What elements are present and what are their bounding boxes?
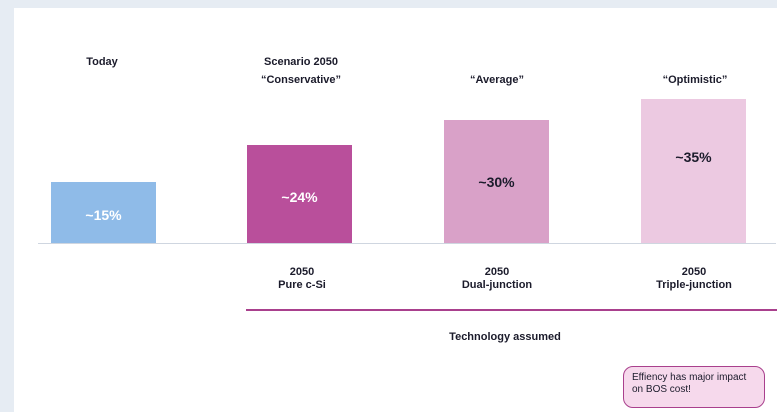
tech-label-dual-junction: 2050 Dual-junction <box>437 266 557 292</box>
tech-year: 2050 <box>289 266 315 278</box>
callout-note: Effiency has major impact on BOS cost! <box>623 366 765 408</box>
bar-today: ~15% <box>51 182 156 243</box>
header-optimistic: “Optimistic” <box>662 74 728 86</box>
bar-average: ~30% <box>444 120 549 243</box>
tech-year: 2050 <box>484 266 510 278</box>
tech-year: 2050 <box>681 266 707 278</box>
tech-label-triple-junction: 2050 Triple-junction <box>634 266 754 292</box>
bar-value-label: ~24% <box>281 189 318 205</box>
header-scenario: Scenario 2050 <box>264 56 338 68</box>
tech-label-pure-csi: 2050 Pure c-Si <box>242 266 362 292</box>
header-conservative: “Conservative” <box>260 74 342 86</box>
chart-baseline <box>38 243 776 244</box>
bar-value-label: ~35% <box>675 149 712 165</box>
tech-name: Pure c-Si <box>278 279 326 291</box>
tech-name: Dual-junction <box>461 279 533 291</box>
tech-name: Triple-junction <box>656 279 732 291</box>
technology-caption: Technology assumed <box>449 331 561 343</box>
bar-value-label: ~30% <box>478 174 515 190</box>
header-today: Today <box>86 56 118 68</box>
technology-bracket-line <box>246 309 777 311</box>
bar-value-label: ~15% <box>85 207 122 223</box>
header-average: “Average” <box>469 74 524 86</box>
bar-conservative: ~24% <box>247 145 352 243</box>
bar-optimistic: ~35% <box>641 99 746 243</box>
